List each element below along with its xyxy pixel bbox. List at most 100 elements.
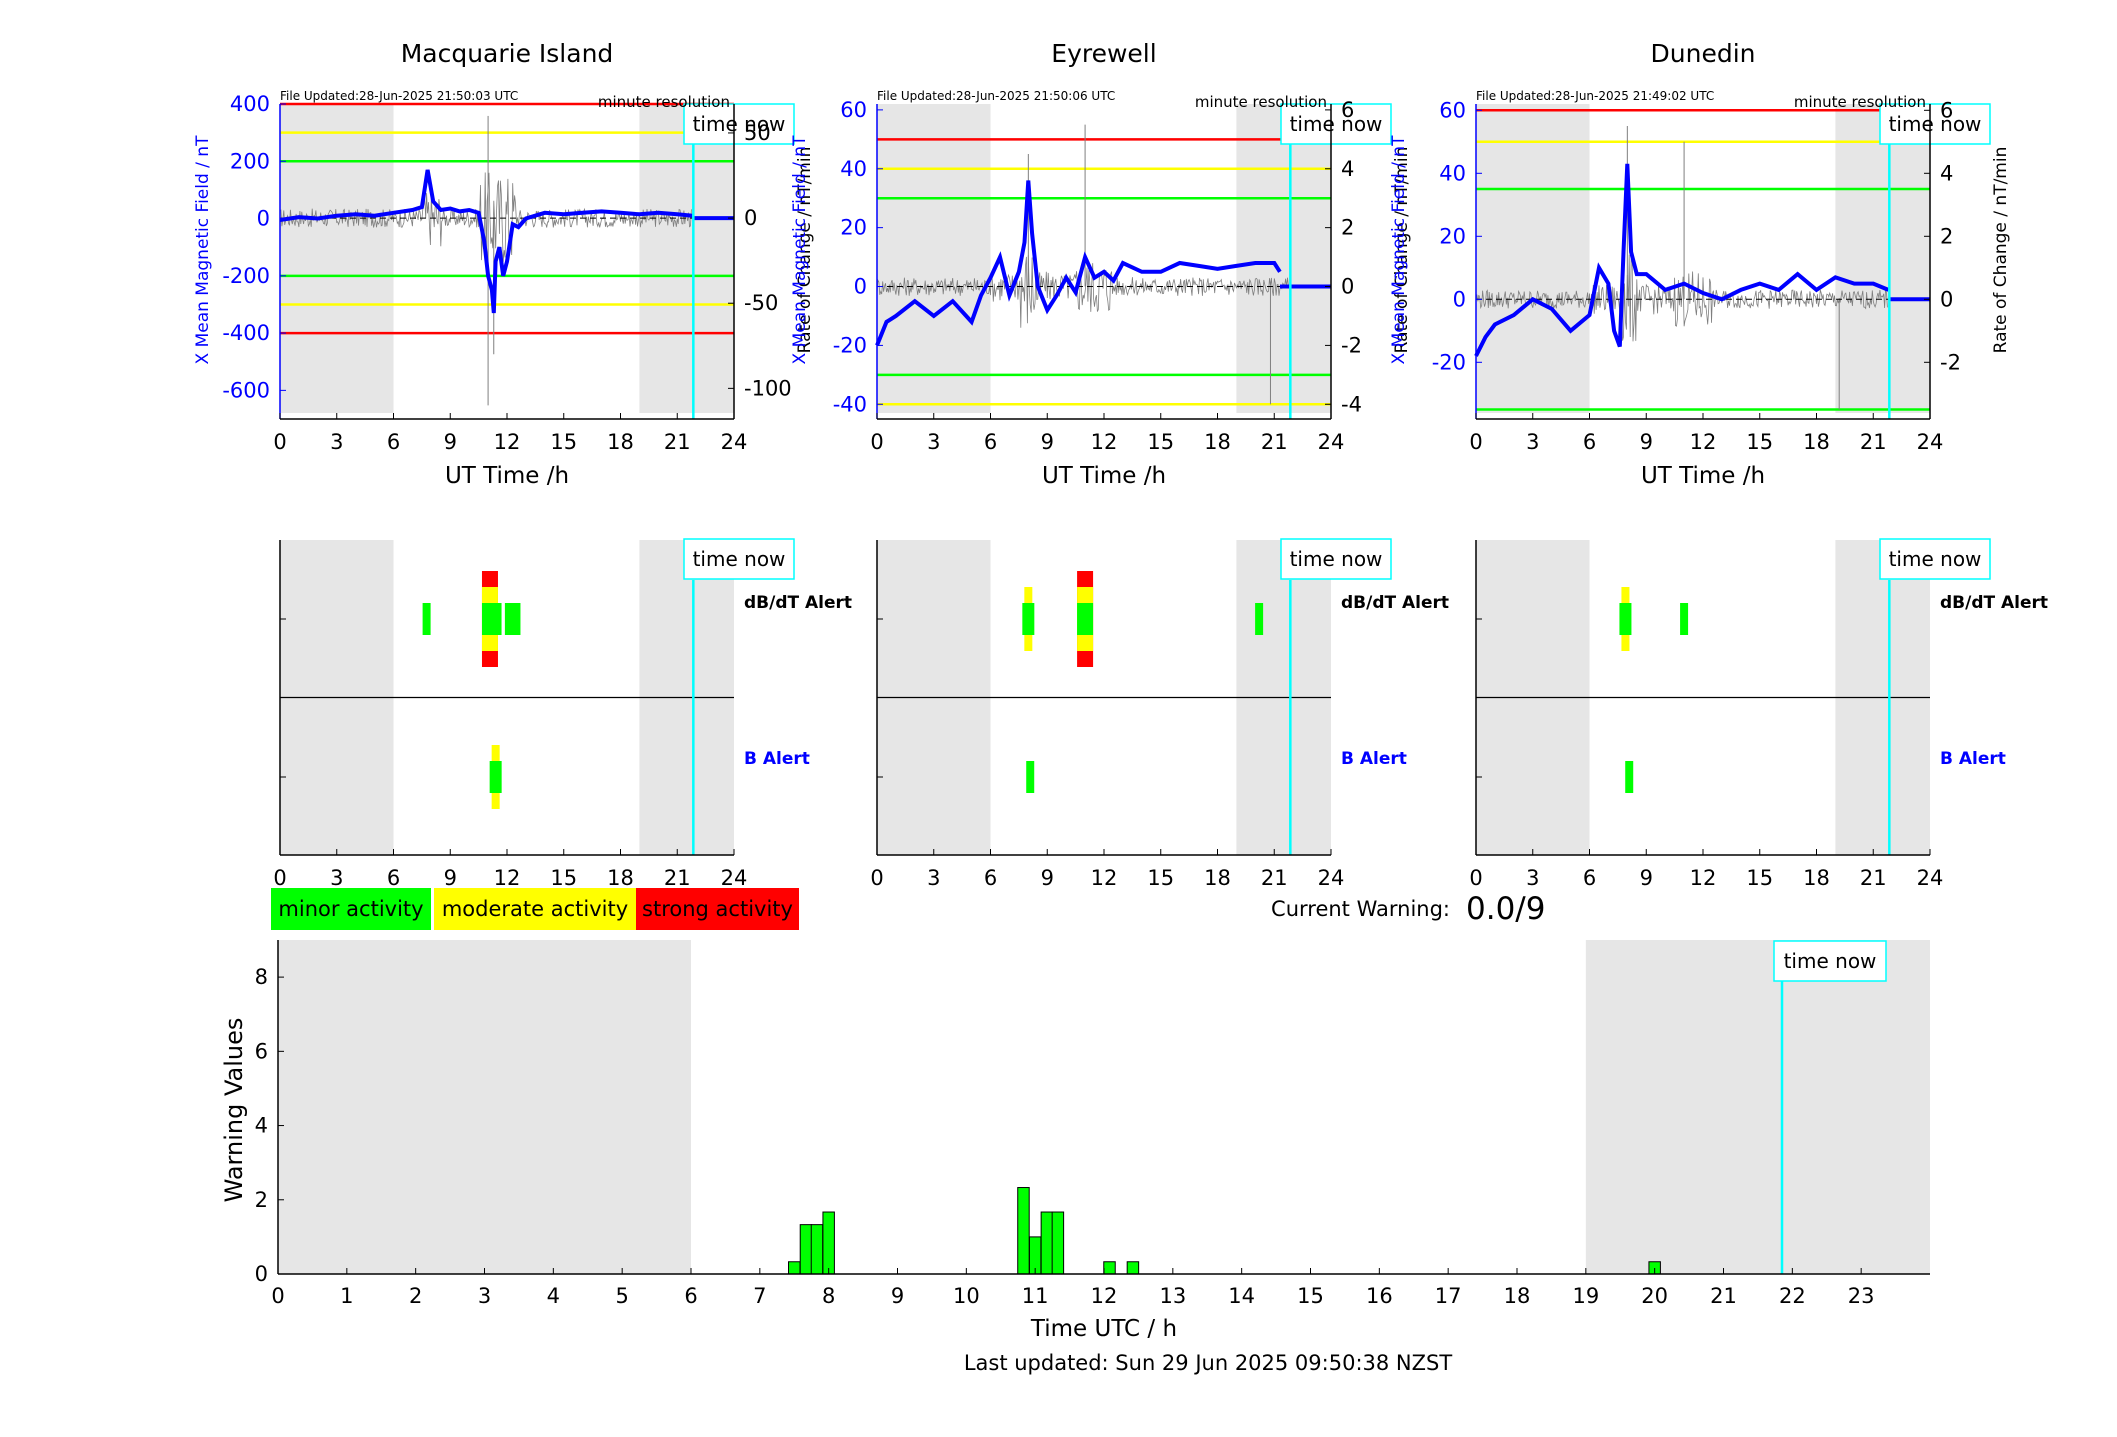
right-tick-label: 4 [1341, 157, 1354, 181]
db-alert-mark-minor [1255, 603, 1264, 635]
left-tick-label: -200 [222, 264, 270, 288]
left-tick-label: -400 [222, 321, 270, 345]
time-now-label: time now [693, 547, 786, 571]
y-tick-label: 4 [255, 1114, 268, 1138]
y-tick-label: 6 [255, 1039, 268, 1063]
x-tick-label: 18 [1803, 430, 1830, 454]
night-band [639, 104, 734, 413]
right-tick-label: -100 [744, 376, 792, 400]
x-tick-label: 9 [444, 430, 457, 454]
station-panel-1: Eyrewell time now File Updated:28-Jun-2025… [790, 39, 1412, 489]
station-title: Macquarie Island [401, 39, 614, 68]
x-tick-label: 8 [822, 1284, 835, 1308]
warning-bar [1017, 1187, 1030, 1275]
x-tick-label: 12 [1091, 430, 1118, 454]
right-tick-label: -50 [744, 291, 778, 315]
rate-of-change-trace [876, 255, 1289, 328]
x-tick-label: 19 [1572, 1284, 1599, 1308]
station-title: Eyrewell [1051, 39, 1156, 68]
resolution-label: minute resolution [1794, 93, 1926, 111]
left-tick-label: 60 [840, 98, 867, 122]
right-tick-label: 6 [1341, 98, 1354, 122]
time-now-label: time now [1889, 547, 1982, 571]
x-tick-label: 0 [870, 866, 883, 890]
x-tick-label: 24 [721, 430, 748, 454]
x-tick-label: 6 [387, 866, 400, 890]
time-now-label: time now [693, 112, 786, 136]
time-now-box [1280, 103, 1392, 145]
x-tick-label: 12 [1091, 1284, 1118, 1308]
x-tick-label: 0 [273, 430, 286, 454]
y-tick-label: 8 [255, 965, 268, 989]
time-now-box [1879, 103, 1991, 145]
right-axis-label: Rate of Change / nT/min [1991, 147, 2011, 354]
x-tick-label: 9 [891, 1284, 904, 1308]
x-axis-label: UT Time /h [445, 463, 569, 489]
warning-bar [1126, 1261, 1140, 1275]
right-tick-label: 50 [744, 121, 771, 145]
legend-strong-swatch [636, 888, 799, 930]
left-tick-label: 20 [840, 216, 867, 240]
x-tick-label: 9 [1640, 866, 1653, 890]
field-series-line [1474, 163, 1890, 357]
station-panel-2: Dunedin time now File Updated:28-Jun-2025 … [1389, 39, 2011, 489]
x-tick-label: 21 [1860, 430, 1887, 454]
left-axis-label: X Mean Magnetic Field / nT [193, 135, 213, 365]
x-tick-label: 6 [1583, 430, 1596, 454]
x-tick-label: 9 [1041, 866, 1054, 890]
x-tick-label: 3 [330, 866, 343, 890]
b-alert-mark-minor [1026, 761, 1035, 793]
x-tick-label: 7 [753, 1284, 766, 1308]
x-tick-label: 23 [1848, 1284, 1875, 1308]
x-tick-label: 12 [494, 866, 521, 890]
x-tick-label: 0 [870, 430, 883, 454]
db-alert-mark-minor [422, 603, 431, 635]
legend-moderate-swatch [434, 888, 636, 930]
left-tick-label: -20 [1432, 350, 1466, 374]
station-plots: Macquarie Island time now File Updated:28-… [193, 39, 2011, 489]
legend-moderate-label: moderate activity [442, 897, 628, 921]
warning-bar [822, 1211, 835, 1275]
left-tick-label: -40 [833, 392, 867, 416]
db-alert-mark-minor [1680, 603, 1689, 635]
warning-bar [1051, 1211, 1065, 1275]
file-updated-label: File Updated:28-Jun-2025 21:50:06 UTC [877, 89, 1115, 103]
right-tick-label: -4 [1341, 392, 1362, 416]
db-alert-label: dB/dT Alert [744, 593, 852, 613]
db-alert-mark-minor [504, 603, 513, 635]
x-tick-label: 21 [664, 866, 691, 890]
time-now-box [683, 538, 795, 580]
x-tick-label: 6 [1583, 866, 1596, 890]
x-tick-label: 24 [721, 866, 748, 890]
db-alert-mark-minor [1619, 603, 1632, 635]
y-tick-label: 0 [255, 1262, 268, 1286]
time-now-label: time now [1784, 949, 1877, 973]
x-tick-label: 3 [1526, 866, 1539, 890]
field-series-line [875, 180, 1282, 347]
x-tick-label: 18 [1204, 866, 1231, 890]
db-alert-mark-minor [512, 603, 521, 635]
x-tick-label: 18 [1504, 1284, 1531, 1308]
x-tick-label: 12 [1091, 866, 1118, 890]
legend-strong-label: strong activity [642, 897, 793, 921]
x-tick-label: 15 [1147, 866, 1174, 890]
right-axis-label: Rate of Change / nT/min [795, 147, 815, 354]
x-tick-label: 10 [953, 1284, 980, 1308]
night-band [278, 940, 691, 1274]
b-alert-label: B Alert [1341, 749, 1407, 769]
right-tick-label: 6 [1940, 98, 1953, 122]
x-tick-label: 21 [1710, 1284, 1737, 1308]
x-tick-label: 15 [550, 430, 577, 454]
x-tick-label: 18 [607, 866, 634, 890]
x-tick-label: 24 [1917, 866, 1944, 890]
left-tick-label: -600 [222, 378, 270, 402]
time-now-box [683, 103, 795, 145]
x-tick-label: 15 [550, 866, 577, 890]
left-tick-label: -20 [833, 333, 867, 357]
b-alert-label: B Alert [1940, 749, 2006, 769]
x-tick-label: 24 [1917, 430, 1944, 454]
night-band [1835, 104, 1930, 413]
x-tick-label: 3 [1526, 430, 1539, 454]
resolution-label: minute resolution [598, 93, 730, 111]
